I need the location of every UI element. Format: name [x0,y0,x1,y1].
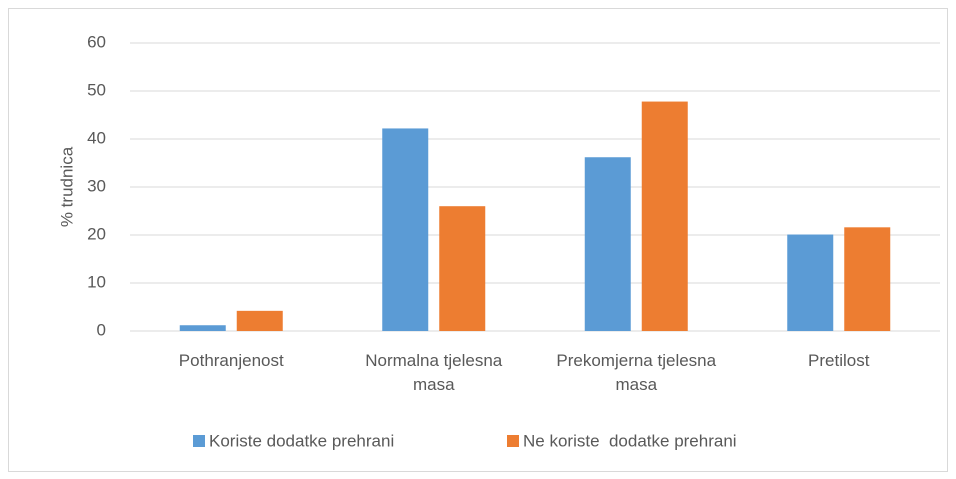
bar [382,128,429,331]
x-tick-label: Normalna tjelesna masa [365,351,503,394]
y-tick-label: 40 [87,128,106,147]
legend-swatch [193,435,205,447]
y-tick-label: 50 [87,80,106,99]
x-tick-label: Pothranjenost [178,351,284,370]
bar [439,206,486,331]
bar [179,325,226,331]
y-tick-label: 20 [87,224,106,243]
legend-label: Koriste dodatke prehrani [209,431,394,450]
y-tick-label: 60 [87,32,106,51]
bar [787,234,834,331]
y-tick-label: 10 [87,272,106,291]
legend-label: Ne koriste dodatke prehrani [523,431,737,450]
bar [584,157,631,331]
y-tick-label: 0 [97,320,106,339]
bar [844,227,891,331]
x-tick-label: Pretilost [808,351,870,370]
y-tick-label: 30 [87,176,106,195]
x-tick-label: Prekomjerna tjelesna masa [556,351,717,394]
y-axis-label: % trudnica [57,146,76,227]
bar [641,101,688,331]
legend-swatch [507,435,519,447]
bar [236,310,283,331]
